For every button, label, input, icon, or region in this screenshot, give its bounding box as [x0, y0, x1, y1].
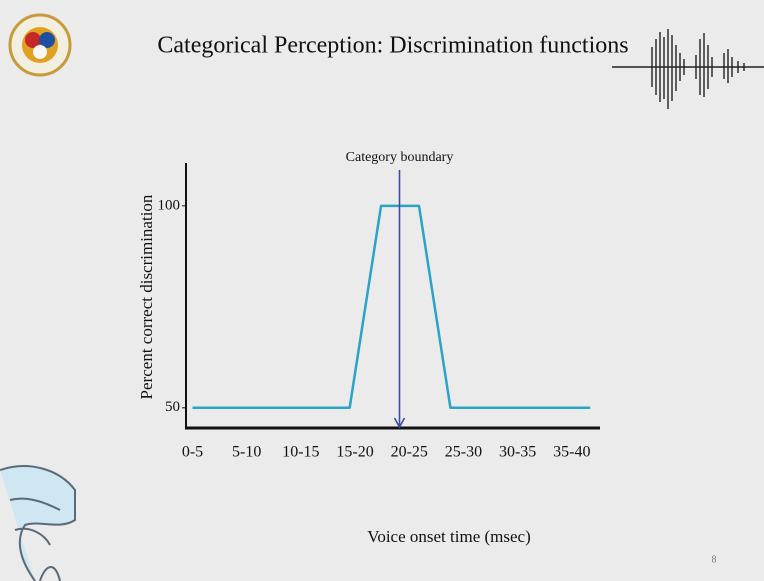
- waveform: [612, 29, 764, 109]
- x-tick-label: 10-15: [282, 444, 319, 461]
- page-number: 8: [712, 554, 717, 565]
- x-tick-label: 5-10: [232, 444, 261, 461]
- boundary-label: Category boundary: [346, 150, 454, 165]
- x-tick-label: 25-30: [445, 444, 482, 461]
- x-tick-label: 35-40: [553, 444, 590, 461]
- head-illustration: [0, 465, 76, 581]
- y-axis-label: Percent correct discrimination: [137, 194, 156, 399]
- slide-title: Categorical Perception: Discrimination f…: [157, 33, 628, 59]
- logo: [8, 13, 72, 77]
- y-tick-label: 100: [158, 197, 181, 213]
- x-tick-label: 30-35: [499, 444, 536, 461]
- y-tick-label: 50: [165, 399, 180, 415]
- x-tick-label: 20-25: [391, 444, 428, 461]
- boundary-arrowhead: [393, 417, 406, 429]
- x-tick-label: 15-20: [336, 444, 373, 461]
- x-axis-label: Voice onset time (msec): [367, 527, 531, 546]
- x-tick-label: 0-5: [182, 444, 203, 461]
